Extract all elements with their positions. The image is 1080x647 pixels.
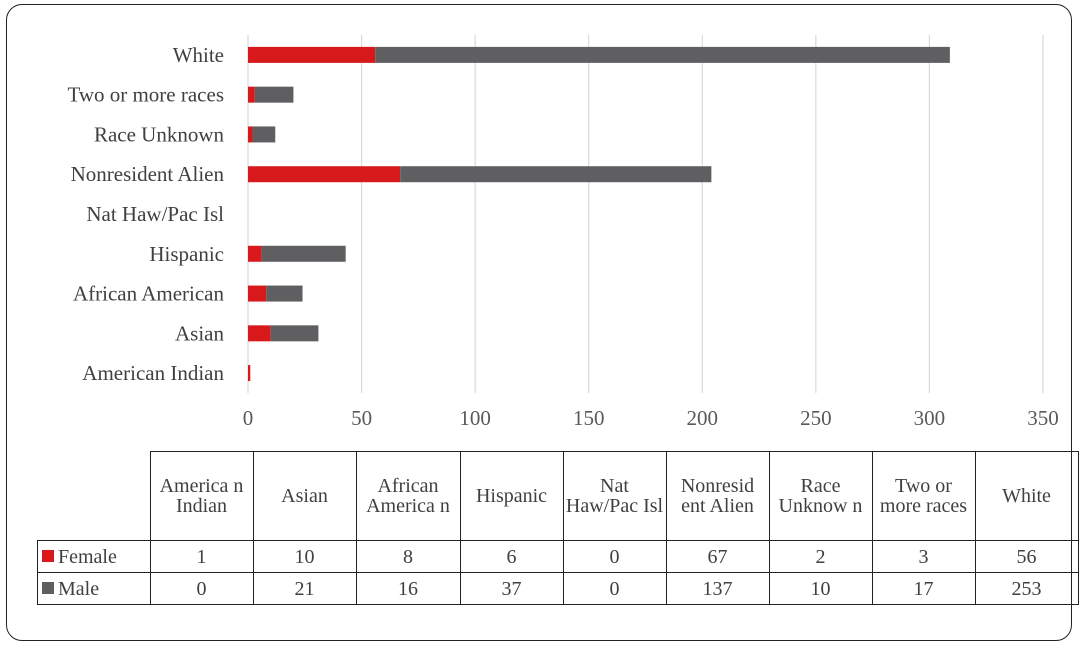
table-header-cell: Race Unknow n bbox=[768, 451, 873, 541]
bar-female bbox=[248, 325, 271, 342]
category-label: Asian bbox=[175, 321, 224, 345]
bar-male bbox=[400, 166, 712, 183]
legend-label: Male bbox=[58, 577, 100, 600]
table-cell: 10 bbox=[768, 572, 873, 605]
bar-male bbox=[252, 126, 276, 143]
table-cell: 0 bbox=[562, 572, 667, 605]
category-label: Nonresident Alien bbox=[71, 162, 225, 186]
table-cell: 37 bbox=[459, 572, 564, 605]
x-tick-label: 200 bbox=[687, 406, 719, 430]
category-label: African American bbox=[73, 282, 225, 306]
data-table: America n Indian Asian African America n Hi… bbox=[37, 451, 1079, 605]
x-tick-label: 250 bbox=[800, 406, 832, 430]
bar-male bbox=[270, 325, 319, 342]
category-label: American Indian bbox=[82, 361, 224, 385]
table-cell: 0 bbox=[562, 540, 667, 573]
table-cell: 56 bbox=[974, 540, 1079, 573]
bar-male bbox=[254, 86, 294, 103]
legend-label: Female bbox=[58, 545, 117, 568]
x-tick-label: 0 bbox=[243, 406, 254, 430]
bar-female bbox=[248, 245, 262, 262]
bar-male bbox=[375, 46, 950, 63]
legend-swatch bbox=[42, 581, 54, 594]
category-label: White bbox=[173, 43, 224, 67]
table-row: Female 1 10 8 6 0 67 2 3 56 bbox=[37, 540, 1079, 573]
table-header-cell: America n Indian bbox=[149, 451, 254, 541]
bar-female bbox=[248, 285, 267, 302]
table-cell: 0 bbox=[149, 572, 254, 605]
category-label: Hispanic bbox=[149, 242, 224, 266]
table-row: Male 0 21 16 37 0 137 10 17 253 bbox=[37, 572, 1079, 605]
bar-female bbox=[248, 126, 253, 143]
bar-female bbox=[248, 46, 376, 63]
x-tick-label: 150 bbox=[573, 406, 605, 430]
x-tick-label: 300 bbox=[914, 406, 946, 430]
table-cell: 67 bbox=[665, 540, 770, 573]
legend-swatch bbox=[42, 549, 54, 562]
x-tick-label: 350 bbox=[1027, 406, 1059, 430]
legend-entry: Male bbox=[37, 572, 151, 605]
table-cell: 1 bbox=[149, 540, 254, 573]
category-label: Nat Haw/Pac Isl bbox=[86, 202, 224, 226]
table-cell: 2 bbox=[768, 540, 873, 573]
table-cell: 253 bbox=[974, 572, 1079, 605]
table-cell: 3 bbox=[871, 540, 976, 573]
x-tick-label: 50 bbox=[351, 406, 372, 430]
table-header-row: America n Indian Asian African America n Hi… bbox=[37, 451, 1079, 541]
category-label: Race Unknown bbox=[94, 122, 225, 146]
table-header-cell: Asian bbox=[252, 451, 357, 541]
bar-female bbox=[248, 86, 255, 103]
legend-entry: Female bbox=[37, 540, 151, 573]
table-header-cell: Nonresid ent Alien bbox=[665, 451, 770, 541]
bar-male bbox=[261, 245, 346, 262]
table-header-cell: Hispanic bbox=[459, 451, 564, 541]
table-cell: 10 bbox=[252, 540, 357, 573]
table-cell: 8 bbox=[355, 540, 461, 573]
bar-female bbox=[248, 365, 251, 382]
category-label: Two or more races bbox=[67, 83, 224, 107]
table-header-cell: White bbox=[974, 451, 1079, 541]
table-cell: 16 bbox=[355, 572, 461, 605]
table-header-cell: African America n bbox=[355, 451, 461, 541]
stacked-bar-chart: 0 50 100 150 200 250 300 350 American Indian Asia… bbox=[67, 35, 1059, 430]
x-tick-label: 100 bbox=[459, 406, 491, 430]
table-cell: 6 bbox=[459, 540, 564, 573]
table-cell: 17 bbox=[871, 572, 976, 605]
table-corner bbox=[37, 451, 151, 541]
table-header-cell: Two or more races bbox=[871, 451, 976, 541]
bar-male bbox=[266, 285, 303, 302]
table-cell: 21 bbox=[252, 572, 357, 605]
table-header-cell: Nat Haw/Pac Isl bbox=[562, 451, 667, 541]
bar-female bbox=[248, 166, 401, 183]
table-cell: 137 bbox=[665, 572, 770, 605]
